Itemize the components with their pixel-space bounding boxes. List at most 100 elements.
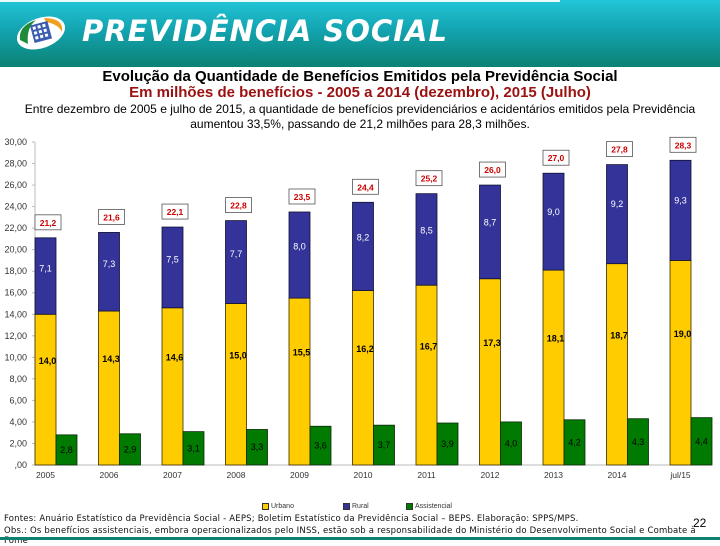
x-tick-label: 2009 [290, 470, 309, 480]
chart-description: Entre dezembro de 2005 e julho de 2015, … [24, 102, 696, 131]
sources-note: Fontes: Anuário Estatístico da Previdênc… [4, 514, 579, 524]
data-label-urbano: 17,3 [483, 338, 501, 348]
total-label: 24,4 [357, 182, 374, 192]
data-label-rural: 8,7 [484, 218, 497, 228]
bar-urbano [669, 260, 692, 466]
bar-urbano [34, 313, 57, 466]
total-label-box [415, 170, 443, 187]
x-tick-label: 2014 [608, 470, 627, 480]
total-label: 27,8 [611, 145, 628, 155]
previdencia-logo-icon [16, 16, 66, 50]
total-label: 22,8 [230, 201, 247, 211]
data-label-urbano: 14,6 [166, 353, 184, 363]
data-label-urbano: 16,7 [420, 341, 438, 351]
data-label-assistencial: 3,6 [314, 441, 327, 451]
bar-urbano [288, 297, 311, 466]
y-tick-label: ,00 [14, 460, 27, 470]
bar-rural [161, 226, 184, 309]
data-label-assistencial: 2,9 [124, 444, 137, 454]
data-label-rural: 7,5 [166, 254, 179, 264]
bar-urbano [415, 284, 438, 466]
header-banner: PREVIDÊNCIA SOCIAL [0, 0, 720, 67]
footer-bar [0, 537, 720, 540]
legend-swatch-assistencial [406, 503, 413, 510]
bar-rural [669, 159, 692, 261]
bar-urbano [352, 290, 374, 466]
y-tick-label: 12,00 [4, 331, 27, 341]
data-label-assistencial: 2,8 [60, 445, 73, 455]
total-label-box [352, 178, 379, 195]
y-tick-label: 20,00 [4, 245, 27, 255]
header-top-line [0, 0, 560, 2]
total-label: 26,0 [484, 165, 501, 175]
data-label-urbano: 14,0 [39, 356, 57, 366]
bar-assistencial [563, 419, 586, 466]
bar-rural [479, 184, 501, 280]
total-label: 28,3 [675, 140, 692, 150]
data-label-rural: 7,3 [103, 259, 116, 269]
total-label: 21,6 [103, 212, 120, 222]
data-label-assistencial: 3,7 [378, 440, 391, 450]
data-label-rural: 8,2 [357, 233, 370, 243]
data-label-rural: 9,2 [611, 199, 624, 209]
chart-title: Evolução da Quantidade de Benefícios Emi… [102, 68, 618, 85]
data-label-urbano: 15,5 [293, 348, 311, 358]
y-tick-label: 28,00 [4, 159, 27, 169]
total-label: 27,0 [548, 153, 565, 163]
x-tick-label: 2006 [100, 470, 119, 480]
legend-label-rural: Rural [352, 503, 369, 510]
x-tick-label: 2007 [163, 470, 182, 480]
y-tick-label: 4,00 [9, 417, 27, 427]
chart-subtitle: Em milhões de benefícios - 2005 a 2014 (… [129, 84, 591, 101]
y-tick-label: 24,00 [4, 202, 27, 212]
bar-urbano [98, 310, 120, 466]
bar-assistencial [119, 433, 141, 466]
data-label-rural: 7,1 [39, 263, 52, 273]
data-label-urbano: 16,2 [356, 344, 374, 354]
total-label-box [479, 161, 506, 178]
bar-assistencial [55, 434, 78, 466]
data-label-rural: 8,5 [420, 225, 433, 235]
legend-item-rural: Rural [343, 503, 369, 510]
bar-assistencial [373, 424, 395, 466]
stacked-bar-chart: ,00 2,00 4,00 6,00 8,00 10,00 12,00 14,00 16,00 1… [4, 136, 713, 480]
total-label: 21,2 [40, 218, 57, 228]
data-label-assistencial: 3,3 [251, 442, 264, 452]
total-label-box [161, 203, 189, 220]
bar-assistencial [436, 422, 459, 466]
bar-urbano [542, 269, 565, 466]
bar-urbano [225, 303, 247, 466]
data-label-urbano: 18,7 [610, 330, 628, 340]
legend-label-assistencial: Assistencial [415, 503, 452, 510]
bar-rural [352, 201, 374, 291]
total-label-box [542, 149, 570, 166]
total-label: 23,5 [294, 192, 311, 202]
data-label-rural: 9,0 [547, 207, 560, 217]
y-tick-label: 6,00 [9, 395, 27, 405]
bar-urbano [479, 278, 501, 466]
y-tick-label: 10,00 [4, 352, 27, 362]
legend-item-assistencial: Assistencial [406, 503, 452, 510]
data-label-assistencial: 3,9 [441, 439, 454, 449]
y-tick-label: 26,00 [4, 180, 27, 190]
total-label-box [98, 209, 125, 225]
chart-legend: Urbano Rural Assistencial [0, 503, 720, 513]
y-tick-label: 14,00 [4, 309, 27, 319]
total-label-box [288, 188, 316, 205]
x-tick-label: 2005 [36, 470, 55, 480]
total-label: 22,1 [167, 207, 184, 217]
y-tick-label: 30,00 [4, 137, 27, 147]
page-number: 22 [693, 516, 707, 530]
bar-assistencial [500, 421, 522, 466]
bar-assistencial [690, 417, 713, 466]
bar-assistencial [627, 418, 649, 466]
data-label-urbano: 14,3 [102, 354, 120, 364]
total-label-box [669, 136, 697, 153]
data-label-urbano: 18,1 [547, 334, 565, 344]
bar-rural [34, 237, 57, 315]
bar-rural [542, 172, 565, 271]
y-tick-label: 16,00 [4, 288, 27, 298]
x-tick-label: jul/15 [669, 470, 691, 480]
x-tick-label: 2008 [227, 470, 246, 480]
data-label-rural: 9,3 [674, 195, 687, 205]
